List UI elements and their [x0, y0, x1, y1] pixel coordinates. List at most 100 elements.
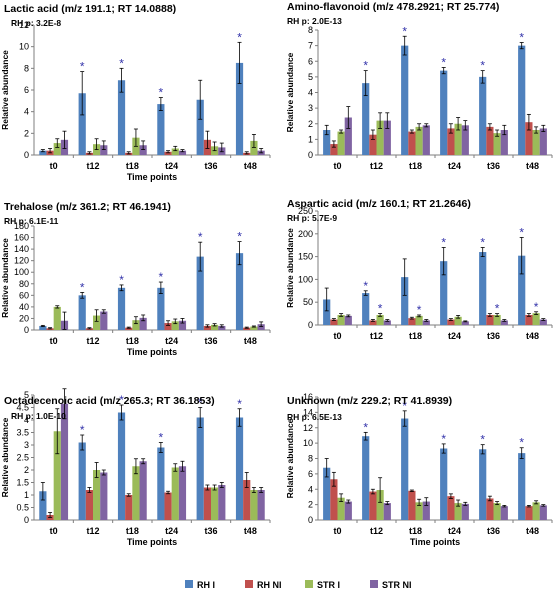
panel-6-bar-str-i — [376, 490, 384, 520]
panel-5-significance-marker: * — [159, 431, 164, 445]
panel-4-bar-rh-ni — [369, 320, 377, 325]
panel-3-y-tick-label: 180 — [14, 221, 29, 231]
panel-6-bar-rh-ni — [486, 498, 494, 520]
panel-4-significance-marker: * — [495, 302, 500, 316]
panel-1-y-axis-label: Relative abundance — [0, 50, 10, 130]
panel-2-bar-rh-i — [362, 83, 370, 155]
panel-5-bar-str-i — [211, 487, 219, 520]
panel-3-bar-rh-ni — [203, 325, 211, 330]
panel-1-x-tick-label: t24 — [165, 161, 178, 171]
panel-1-x-tick-label: t18 — [126, 161, 139, 171]
panel-6-significance-marker: * — [402, 399, 407, 413]
panel-5-bar-rh-ni — [243, 480, 251, 520]
panel-5-y-tick-label: 2 — [24, 465, 29, 475]
panel-5-bar-rh-ni — [125, 495, 133, 520]
legend-swatch-str-i — [305, 580, 313, 588]
panel-3-y-tick-label: 60 — [19, 290, 29, 300]
panel-6-bar-str-i — [337, 497, 345, 520]
panel-6-bar-rh-i — [518, 453, 526, 520]
panel-3-x-tick-label: t0 — [50, 336, 58, 346]
panel-5-bar-str-i — [132, 466, 140, 520]
panel-4-bar-str-i — [454, 316, 462, 325]
panel-3-x-axis-label: Time points — [127, 347, 177, 357]
panel-2-bar-str-i — [493, 133, 501, 155]
panel-6-x-tick-label: t48 — [526, 526, 539, 536]
panel-6-x-tick-label: t24 — [448, 526, 461, 536]
panel-3-bar-rh-i — [117, 287, 126, 330]
panel-6-subtitle: RH p: 6.5E-13 — [287, 412, 342, 422]
panel-5-x-axis-label: Time points — [127, 537, 177, 547]
panel-5-bar-str-ni — [257, 490, 265, 520]
panel-6-y-tick-label: 14 — [303, 407, 313, 417]
panel-1-bar-rh-i — [117, 80, 126, 155]
panel-6-bar-str-ni — [539, 505, 547, 520]
panel-3-bar-rh-i — [235, 253, 244, 330]
panel-2-bar-str-ni — [383, 120, 391, 155]
panel-5-bar-rh-ni — [85, 490, 93, 520]
panel-5-y-axis-label: Relative abundance — [0, 417, 10, 497]
panel-4-bar-str-ni — [383, 320, 391, 325]
panel-1-bar-rh-i — [39, 150, 47, 155]
panel-2-bar-str-i — [376, 120, 384, 155]
panel-2-bar-rh-i — [440, 70, 448, 155]
panel-3-bar-str-i — [53, 306, 61, 330]
panel-1-bar-rh-i — [235, 62, 244, 155]
panel-5-y-tick-label: 0.5 — [16, 503, 29, 513]
panel-4-bar-rh-i — [440, 261, 448, 325]
panel-6-x-axis-label: Time points — [410, 537, 460, 547]
panel-2-x-tick-label: t18 — [409, 161, 422, 171]
panel-4-significance-marker: * — [363, 279, 368, 293]
panel-5-bar-str-ni — [60, 403, 69, 520]
panel-3-y-tick-label: 80 — [19, 279, 29, 289]
panel-2-bar-rh-i — [323, 130, 331, 155]
panel-3-bar-rh-i — [196, 256, 204, 330]
panel-1-significance-marker: * — [237, 30, 242, 44]
panel-1-title: Lactic acid (m/z 191.1; RT 14.0888) — [4, 3, 176, 15]
panel-3-y-tick-label: 140 — [14, 244, 29, 254]
panel-1-y-tick-label: 4 — [24, 107, 29, 117]
panel-3-significance-marker: * — [198, 230, 203, 244]
panel-3-x-tick-label: t18 — [126, 336, 139, 346]
panel-2-y-tick-label: 1 — [308, 134, 313, 144]
panel-3-bar-str-i — [93, 315, 101, 330]
panel-4-x-tick-label: t12 — [370, 331, 383, 341]
panel-1-y-tick-label: 8 — [24, 63, 29, 73]
panel-6-bar-str-i — [493, 503, 501, 520]
panel-3-bar-str-i — [171, 321, 179, 330]
panel-4-bar-str-ni — [422, 320, 430, 325]
panel-5-bar-str-i — [171, 467, 179, 520]
panel-2-bar-str-i — [454, 123, 462, 155]
panel-6-y-tick-label: 4 — [308, 484, 313, 494]
panel-6-y-tick-label: 2 — [308, 500, 313, 510]
panel-5-bar-str-ni — [139, 461, 147, 520]
panel-2-bar-rh-ni — [447, 128, 455, 155]
panel-1-bar-rh-i — [78, 93, 86, 155]
panel-6-bar-rh-ni — [525, 506, 533, 520]
panel-6-bar-str-ni — [422, 501, 430, 520]
legend-label-rh-ni: RH NI — [257, 580, 282, 590]
panel-4-bar-rh-ni — [525, 314, 533, 325]
panel-6-bar-rh-i — [440, 448, 448, 520]
panel-3-bar-str-i — [250, 326, 258, 330]
panel-1-y-tick-label: 0 — [24, 150, 29, 160]
panel-6-bar-rh-i — [323, 467, 331, 520]
panel-1-x-axis-label: Time points — [127, 172, 177, 182]
panel-3-bar-rh-i — [157, 287, 165, 330]
panel-4-y-tick-label: 200 — [298, 229, 313, 239]
panel-2-y-axis-label: Relative abundance — [285, 52, 295, 132]
panel-4-x-tick-label: t48 — [526, 331, 539, 341]
panel-2-bar-str-i — [337, 131, 345, 155]
panel-3-bar-str-ni — [100, 311, 108, 330]
panel-1-y-tick-label: 12 — [19, 20, 29, 30]
panel-2-y-tick-label: 7 — [308, 41, 313, 51]
panel-5-x-tick-label: t48 — [244, 526, 257, 536]
panel-6-significance-marker: * — [363, 420, 368, 434]
panel-1-bar-str-ni — [178, 150, 187, 155]
panel-4-significance-marker: * — [519, 225, 524, 239]
panel-4-bar-str-i — [415, 315, 423, 325]
panel-2-title: Amino-flavonoid (m/z 478.2921; RT 25.774… — [287, 1, 499, 13]
panel-4-bar-str-i — [493, 314, 501, 325]
panel-4-bar-str-i — [532, 313, 540, 325]
panel-4-subtitle: RH p: 5.7E-9 — [287, 213, 337, 223]
panel-3-bar-rh-i — [39, 325, 47, 330]
